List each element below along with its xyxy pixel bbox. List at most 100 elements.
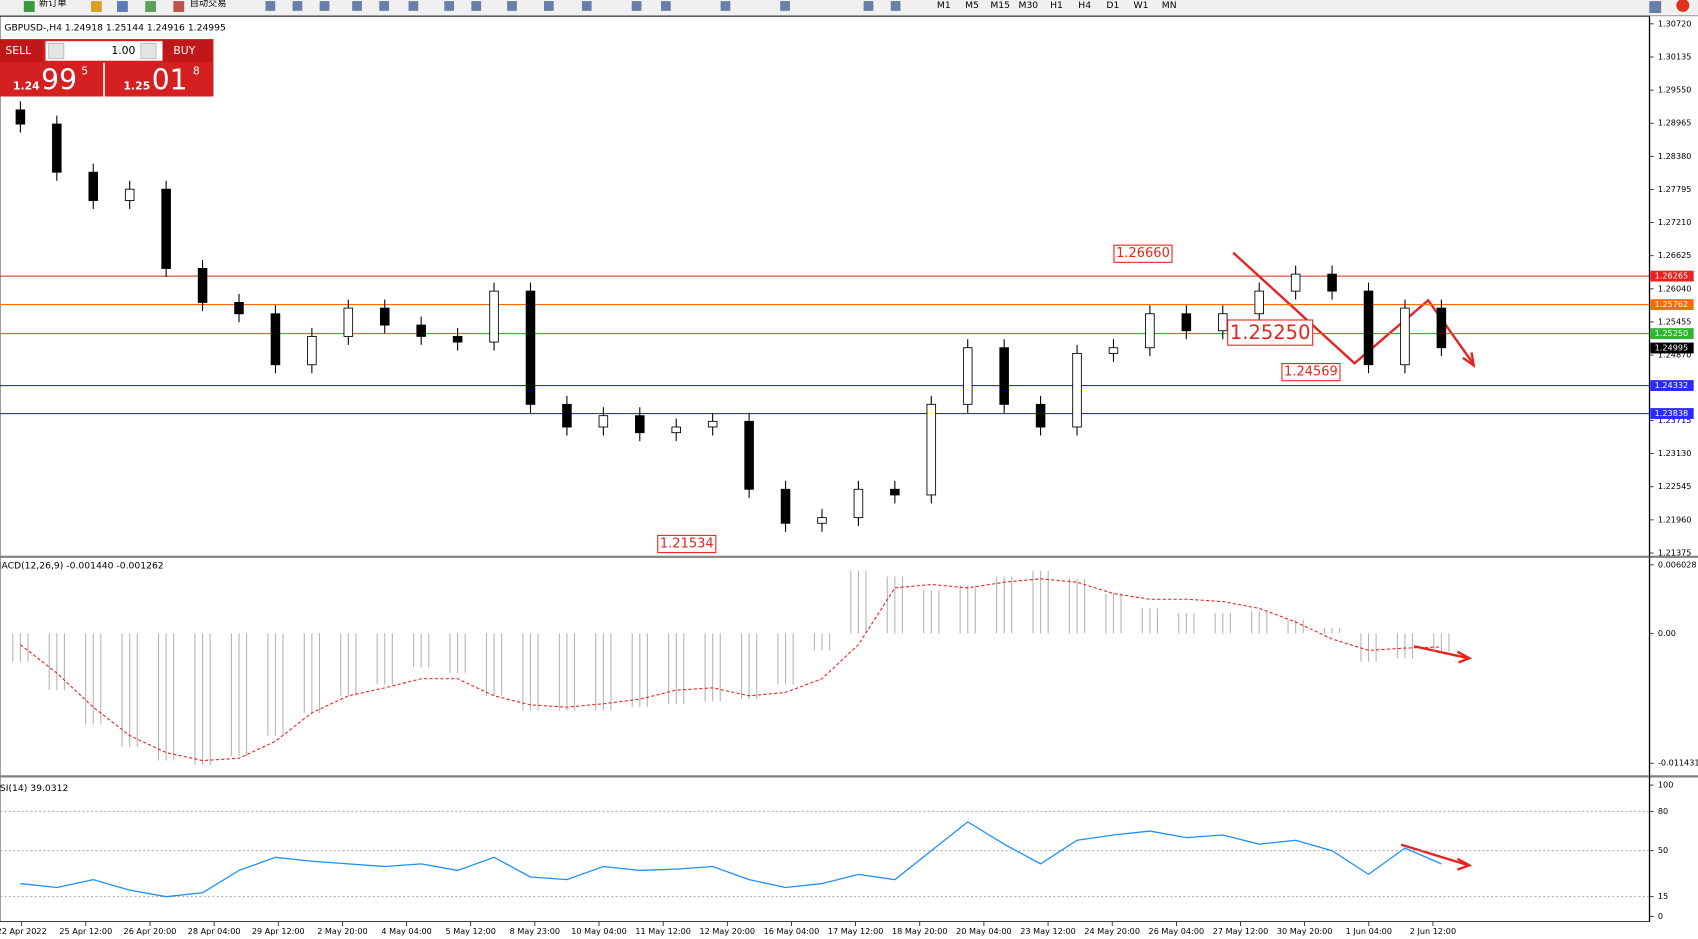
candle-body [88, 171, 99, 201]
candle-body [452, 335, 463, 343]
y-tick-label: -0.011431 [1658, 758, 1698, 768]
sell-price-big: 99 [41, 63, 77, 96]
x-tick-label: 5 May 12:00 [445, 926, 495, 936]
trend-line [1232, 251, 1475, 366]
y-tick-label: 0.006028 [1658, 559, 1697, 569]
icon[interactable] [91, 1, 102, 12]
candle-body [999, 347, 1009, 405]
candle-body [598, 415, 609, 428]
timeframe[interactable]: D1 [1106, 0, 1119, 11]
icon[interactable] [780, 1, 790, 11]
icon[interactable] [265, 1, 276, 11]
price-level-tag [1650, 299, 1694, 311]
timeframe[interactable]: H4 [1078, 0, 1091, 11]
icon[interactable] [471, 1, 482, 11]
price-level-tag [1650, 380, 1694, 391]
lot-up[interactable] [140, 43, 157, 59]
y-tick-label: 1.26040 [1658, 283, 1692, 293]
auto-trading[interactable]: 自动交易 [190, 0, 227, 9]
icon[interactable] [720, 1, 731, 11]
chart-title: GBPUSD-,H4 1.24918 1.25144 1.24916 1.249… [4, 23, 226, 34]
annotation: 1.25250 [1230, 321, 1311, 344]
search-icon[interactable] [1649, 1, 1662, 14]
x-tick-label: 22 Apr 2022 [0, 926, 47, 936]
y-tick-label: 1.23130 [1658, 448, 1692, 458]
icon[interactable] [379, 1, 390, 11]
macd-title: MACD(12,26,9) -0.001440 -0.001262 [0, 561, 164, 572]
y-tick-label: 1.23715 [1658, 415, 1692, 425]
timeframe[interactable]: M15 [990, 0, 1010, 11]
lot-field[interactable] [45, 41, 163, 61]
icon[interactable] [631, 1, 642, 11]
x-tick-label: 26 May 04:00 [1149, 926, 1205, 936]
x-tick-label: 30 May 20:00 [1277, 926, 1333, 936]
icon[interactable] [352, 1, 362, 11]
timeframe[interactable]: H1 [1050, 0, 1063, 11]
rsi-arrow [1400, 843, 1469, 867]
price-level-tag [1650, 328, 1694, 340]
x-tick-label: 25 Apr 12:00 [59, 926, 112, 936]
candle-body [1400, 307, 1410, 366]
buy-label[interactable]: BUY [173, 44, 195, 57]
price-level-tag [1650, 270, 1694, 282]
new-order[interactable]: 新订单 [39, 0, 67, 9]
y-tick-label: 50 [1658, 845, 1668, 855]
icon[interactable] [319, 1, 330, 11]
candle-body [416, 324, 426, 337]
x-tick-label: 20 May 04:00 [956, 926, 1012, 936]
timeframe[interactable]: M5 [965, 0, 979, 11]
y-tick-label: 80 [1658, 806, 1668, 816]
y-tick-label: 0 [1658, 911, 1663, 921]
annotation: 1.21534 [660, 536, 714, 551]
price-level-label: 1.25250 [1655, 328, 1689, 338]
icon[interactable] [117, 1, 128, 12]
timeframe[interactable]: MN [1162, 0, 1177, 11]
icon[interactable] [660, 1, 671, 11]
y-tick-label: 1.27795 [1658, 184, 1692, 194]
candle-body [1436, 307, 1447, 349]
candle-body [744, 420, 754, 490]
arrow-head [1456, 857, 1473, 871]
x-tick-label: 10 May 04:00 [571, 926, 627, 936]
sell-button[interactable] [0, 40, 44, 62]
lots[interactable]: 1.00 [111, 44, 135, 57]
price-level-label: 1.24332 [1655, 380, 1689, 390]
icon[interactable] [173, 1, 185, 12]
icon[interactable] [890, 1, 901, 11]
icon[interactable] [23, 1, 35, 12]
buy-price-prefix: 1.25 [124, 80, 151, 93]
buy-button[interactable] [162, 40, 213, 62]
arrow-head [1456, 650, 1473, 664]
icon[interactable] [444, 1, 455, 11]
x-tick-label: 26 Apr 20:00 [124, 926, 177, 936]
icon[interactable] [507, 1, 517, 11]
lot-down[interactable] [48, 43, 65, 59]
icon[interactable] [292, 1, 303, 11]
arrow-head [1462, 352, 1476, 369]
candle-body [489, 290, 499, 343]
timeframe[interactable]: M30 [1019, 0, 1039, 11]
alert-icon[interactable] [1676, 0, 1690, 12]
y-tick-label: 1.21375 [1658, 547, 1692, 557]
candle-body [1108, 347, 1119, 354]
x-tick-label: 12 May 20:00 [700, 926, 756, 936]
price-level-label: 1.26265 [1655, 271, 1689, 281]
timeframe[interactable]: W1 [1134, 0, 1149, 11]
y-tick-label: 1.28380 [1658, 151, 1692, 161]
price-level-label: 1.25762 [1655, 299, 1689, 309]
icon[interactable] [863, 1, 874, 11]
sell-label[interactable]: SELL [5, 44, 31, 57]
icon[interactable] [408, 1, 419, 11]
candle-body [890, 488, 900, 496]
candle-body [926, 403, 937, 496]
timeframe[interactable]: M1 [937, 0, 951, 11]
candle-body [707, 420, 718, 428]
icon[interactable] [543, 1, 554, 11]
candle-body [525, 290, 536, 405]
candle-body [1327, 273, 1337, 292]
x-tick-label: 8 May 23:00 [510, 926, 560, 936]
icon[interactable] [581, 1, 592, 11]
icon[interactable] [145, 1, 157, 12]
y-tick-label: 1.30135 [1658, 51, 1692, 61]
